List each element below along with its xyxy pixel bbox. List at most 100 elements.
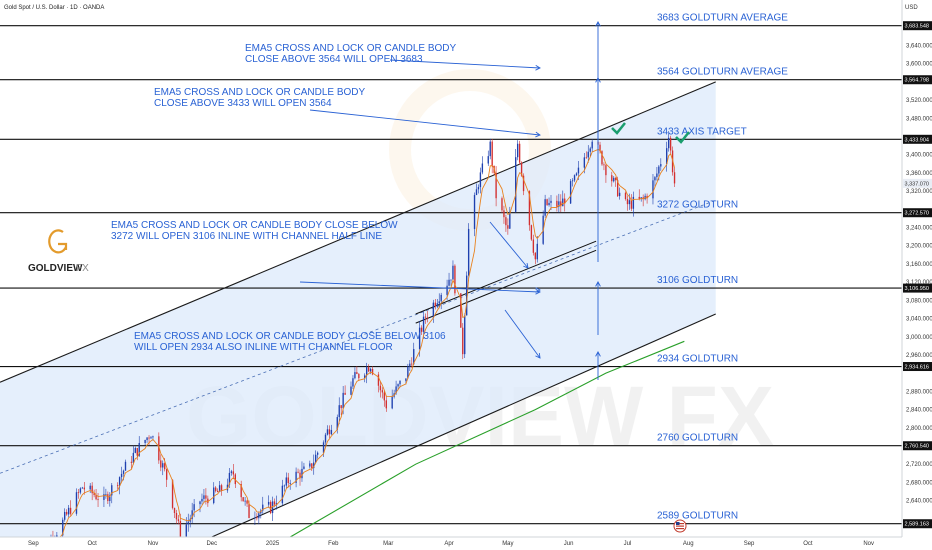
candle-body — [473, 195, 476, 229]
candle-body — [424, 316, 427, 318]
candle-body — [248, 503, 250, 519]
channel-lines — [0, 81, 716, 538]
candle-body — [203, 495, 205, 499]
level-label: 3564 GOLDTURN AVERAGE — [657, 67, 788, 78]
candle-body — [313, 462, 315, 469]
candle-body — [303, 466, 305, 469]
candle-body — [544, 199, 546, 216]
candle-body — [638, 196, 640, 199]
candle-body — [605, 165, 607, 176]
y-tick-label: 2,840.000 — [906, 408, 932, 414]
candle-body — [356, 372, 358, 374]
y-tick-label: 3,200.000 — [906, 244, 932, 250]
candle-body — [571, 180, 574, 182]
candle-body — [556, 200, 558, 207]
candle-body — [158, 436, 160, 461]
candle-body — [244, 500, 246, 502]
sma-200-line — [289, 340, 685, 538]
candle-body — [79, 488, 82, 493]
annotation-note-line: EMA5 CROSS AND LOCK OR CANDLE BODY CLOSE… — [111, 220, 398, 231]
candle-body — [518, 143, 521, 163]
candle-body — [369, 368, 372, 372]
y-tick-label: 2,680.000 — [906, 480, 932, 486]
candle-body — [340, 405, 342, 409]
candle-body — [558, 201, 560, 207]
candle-body — [309, 463, 311, 467]
price-tag-label: 2,589.163 — [905, 522, 929, 528]
ema5-line — [49, 149, 675, 550]
candle-body — [591, 141, 593, 149]
price-tag-label: 2,934.616 — [905, 365, 929, 371]
brand-name: GOLDVIEW — [28, 263, 83, 274]
candle-body — [130, 461, 133, 463]
y-tick-label: 2,720.000 — [906, 462, 932, 468]
candle-body — [467, 228, 470, 276]
x-tick-label: Oct — [803, 541, 813, 547]
candle-body — [516, 143, 519, 158]
candle-body — [187, 521, 189, 525]
candle-body — [628, 200, 631, 205]
y-tick-label: 3,320.000 — [906, 189, 932, 195]
candle-body — [330, 430, 333, 435]
candle-body — [464, 315, 466, 355]
arrow-head-icon — [595, 21, 601, 27]
candle-body — [326, 429, 329, 435]
candle-body — [546, 199, 548, 206]
candle-body — [336, 417, 338, 431]
candle-body — [165, 469, 168, 480]
x-tick-label: Jul — [624, 541, 632, 547]
candle-body — [148, 437, 150, 439]
x-tick-label: Nov — [863, 541, 874, 547]
x-tick-labels: Sep Oct Nov Dec 2025 Feb Mar Apr May Jun Jul Aug Sep… — [28, 541, 874, 547]
candle-body — [448, 279, 450, 286]
candle-body — [364, 375, 366, 379]
annotation-arrow-line — [504, 309, 541, 359]
x-tick-label: Jun — [564, 541, 574, 547]
check-mark-icon — [611, 122, 626, 135]
arrow-head-icon — [535, 352, 541, 359]
y-tick-label: 3,000.000 — [906, 335, 932, 341]
annotation-note-line: EMA5 CROSS AND LOCK OR CANDLE BODY — [245, 43, 456, 54]
candle-body — [134, 448, 136, 453]
time-axis-panel[interactable] — [0, 537, 932, 550]
candle-body — [297, 471, 299, 473]
candle-body — [77, 492, 80, 494]
candle-body — [642, 197, 644, 200]
arrow-head-icon — [595, 351, 601, 357]
candle-body — [220, 485, 223, 491]
x-tick-label: 2025 — [266, 541, 280, 547]
candle-body — [97, 499, 99, 501]
candle-body — [358, 373, 360, 379]
x-tick-label: Mar — [383, 541, 393, 547]
annotation-note-line: EMA5 CROSS AND LOCK OR CANDLE BODY — [154, 87, 365, 98]
annotation-arrow-line — [389, 59, 541, 69]
candle-body — [434, 302, 436, 307]
level-label: 3683 GOLDTURN AVERAGE — [657, 13, 788, 24]
candle-body — [207, 498, 209, 504]
y-tick-label: 3,400.000 — [906, 153, 932, 159]
price-tag-label: 3,433.904 — [905, 137, 929, 143]
price-tag-box — [903, 362, 932, 372]
price-tag-label: 3,564.798 — [905, 78, 929, 84]
candle-body — [440, 294, 442, 302]
candle-body — [550, 200, 552, 203]
us-flag-event-icon[interactable] — [673, 519, 687, 533]
x-tick-label: Dec — [206, 541, 217, 547]
candle-body — [422, 316, 425, 332]
annotation-note-line: WILL OPEN 2934 ALSO INLINE WITH CHANNEL … — [134, 342, 393, 353]
price-axis-panel[interactable] — [902, 0, 932, 550]
candle-body — [150, 437, 152, 439]
candle-body — [564, 198, 566, 204]
candle-body — [491, 141, 493, 166]
channel-fill-area — [0, 81, 716, 537]
candle-body — [487, 156, 489, 164]
subchannel-line — [415, 249, 597, 324]
price-tag-label: 3,337.070 — [905, 181, 929, 187]
candle-body — [350, 386, 352, 395]
price-tag-label: 3,272.570 — [905, 211, 929, 217]
candle-body — [205, 495, 207, 499]
candle-body — [520, 162, 523, 176]
y-tick-label: 3,120.000 — [906, 280, 932, 286]
candle-body — [413, 349, 415, 365]
